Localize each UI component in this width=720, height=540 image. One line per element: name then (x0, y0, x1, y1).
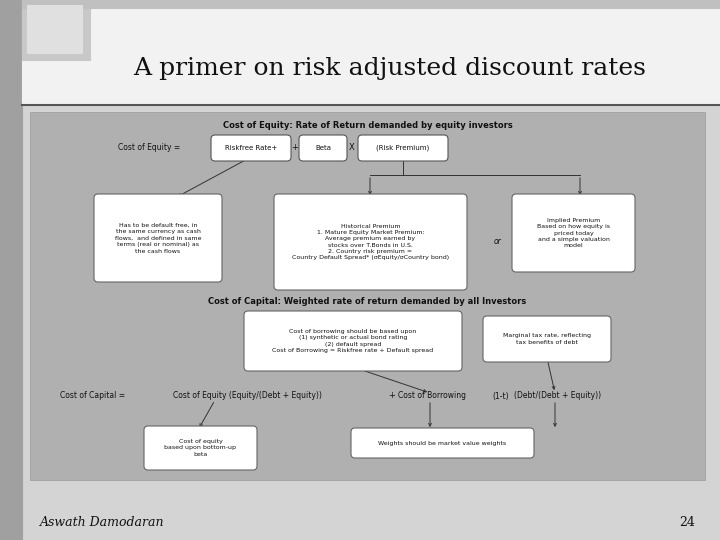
Text: Aswath Damodaran: Aswath Damodaran (40, 516, 164, 530)
Text: Cost of Equity (Equity/(Debt + Equity)): Cost of Equity (Equity/(Debt + Equity)) (173, 392, 322, 401)
Text: or: or (494, 238, 502, 246)
Text: Has to be default free, in
the same currency as cash
flows,  and defined in same: Has to be default free, in the same curr… (114, 222, 202, 254)
FancyBboxPatch shape (351, 428, 534, 458)
Text: (Debt/(Debt + Equity)): (Debt/(Debt + Equity)) (514, 392, 601, 401)
Text: +: + (292, 144, 298, 152)
Text: 24: 24 (679, 516, 695, 530)
Text: Historical Premium
1. Mature Equity Market Premium:
Average premium earned by
st: Historical Premium 1. Mature Equity Mark… (292, 224, 449, 260)
FancyBboxPatch shape (299, 135, 347, 161)
FancyBboxPatch shape (512, 194, 635, 272)
Text: (Risk Premium): (Risk Premium) (377, 145, 430, 151)
FancyBboxPatch shape (483, 316, 611, 362)
Text: X: X (349, 144, 355, 152)
FancyBboxPatch shape (274, 194, 467, 290)
Text: Implied Premium
Based on how equity is
priced today
and a simple valuation
model: Implied Premium Based on how equity is p… (537, 218, 610, 248)
Text: Cost of Borrowing: Cost of Borrowing (398, 392, 466, 401)
Text: Cost of equity
based upon bottom-up
beta: Cost of equity based upon bottom-up beta (164, 439, 236, 457)
Text: +: + (388, 392, 395, 401)
Text: Riskfree Rate+: Riskfree Rate+ (225, 145, 277, 151)
FancyBboxPatch shape (94, 194, 222, 282)
Text: Cost of Equity =: Cost of Equity = (118, 144, 180, 152)
FancyBboxPatch shape (358, 135, 448, 161)
Text: Marginal tax rate, reflecting
tax benefits of debt: Marginal tax rate, reflecting tax benefi… (503, 333, 591, 345)
Text: Cost of borrowing should be based upon
(1) synthetic or actual bond rating
(2) d: Cost of borrowing should be based upon (… (272, 329, 433, 353)
FancyBboxPatch shape (144, 426, 257, 470)
Bar (30, 112, 705, 480)
Text: (1-t): (1-t) (492, 392, 508, 401)
Bar (22, 0, 720, 8)
FancyBboxPatch shape (211, 135, 291, 161)
Bar (27, 5, 82, 53)
Text: Cost of Capital =: Cost of Capital = (60, 392, 125, 401)
Bar (22, 0, 720, 105)
Text: Cost of Capital: Weighted rate of return demanded by all Investors: Cost of Capital: Weighted rate of return… (208, 298, 526, 307)
Text: A primer on risk adjusted discount rates: A primer on risk adjusted discount rates (134, 57, 647, 79)
FancyBboxPatch shape (244, 311, 462, 371)
Bar (22, 0, 90, 60)
Bar (0, 0, 22, 540)
Text: Cost of Equity: Rate of Return demanded by equity investors: Cost of Equity: Rate of Return demanded … (222, 122, 513, 131)
Text: Beta: Beta (315, 145, 331, 151)
Text: Weights should be market value weights: Weights should be market value weights (379, 441, 507, 446)
